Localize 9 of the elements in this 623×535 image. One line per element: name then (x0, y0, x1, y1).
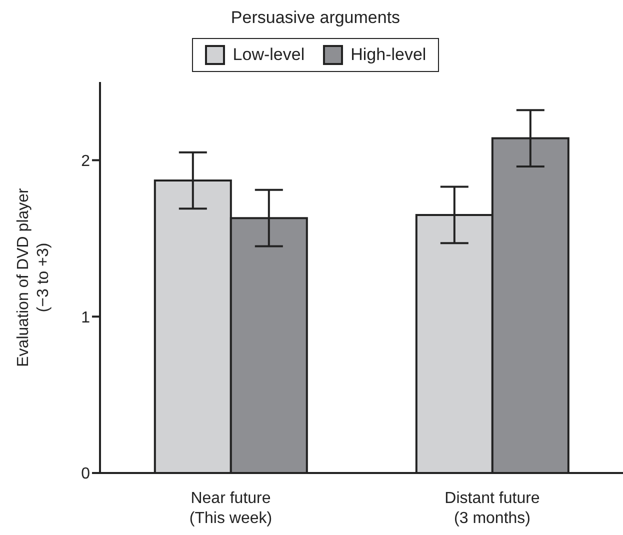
y-tick-label: 2 (81, 152, 90, 170)
legend-label: Low-level (232, 45, 305, 65)
x-tick-label: Distant future (3 months) (444, 490, 540, 527)
x-tick-label: Near future (This week) (189, 490, 272, 527)
y-tick-label: 1 (81, 309, 90, 326)
legend-title: Persuasive arguments (230, 8, 400, 28)
y-tick-label: 0 (81, 466, 90, 483)
y-axis-title: Evaluation of DVD player (−3 to +3) (15, 187, 52, 367)
legend-label: High-level (350, 45, 426, 65)
